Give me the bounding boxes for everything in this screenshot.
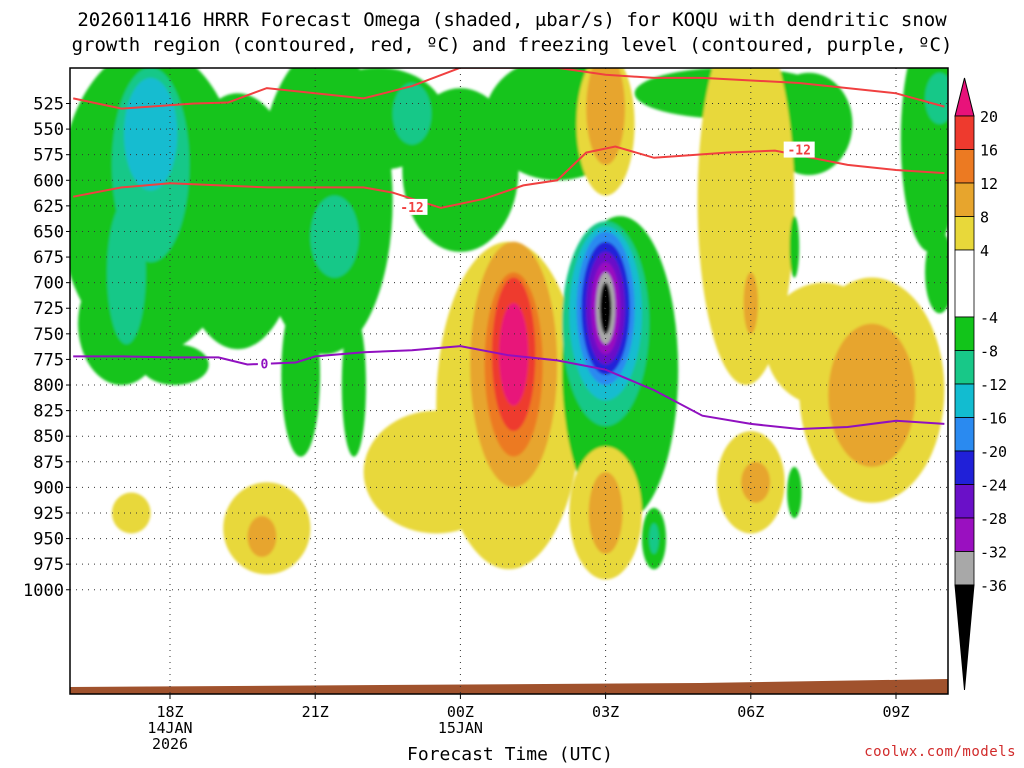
colorbar-label: -28 (980, 510, 1007, 528)
y-tick-label: 600 (33, 171, 64, 191)
colorbar-label: -16 (980, 410, 1007, 428)
omega-shade-region (124, 77, 178, 191)
colorbar-bin (954, 350, 975, 385)
axes: 525 550 575 600 625 650 675 700 725 750 775 800 825 8… (23, 67, 949, 753)
colorbar-label: -32 (980, 544, 1007, 562)
x-axis-label: Forecast Time (UTC) (407, 744, 613, 765)
chart-title-line-1: 2026011416 HRRR Forecast Omega (shaded, … (77, 9, 947, 31)
y-tick-label: 750 (33, 325, 64, 345)
colorbar-bin (954, 115, 975, 150)
omega-shade-region (697, 68, 795, 385)
colorbar-label: -4 (980, 309, 998, 327)
y-tick-label: 625 (33, 197, 64, 217)
dendritic-growth-label: -12 (400, 201, 423, 216)
y-tick-label: 825 (33, 402, 64, 422)
omega-shade-region (741, 461, 771, 503)
y-tick-label: 975 (33, 555, 64, 575)
omega-shade-region (140, 344, 209, 386)
freezing-level-label-bg (257, 355, 271, 372)
omega-shade-region (789, 216, 800, 278)
colorbar-bin (954, 182, 975, 217)
y-tick-label: 875 (33, 453, 64, 473)
colorbar-bin (954, 77, 975, 117)
dendritic-growth-contour (72, 68, 945, 110)
plot-frame (69, 67, 949, 695)
colorbar-label: -24 (980, 477, 1007, 495)
x-tick-label: 03Z (592, 703, 619, 721)
colorbar-label: 12 (980, 175, 998, 193)
x-tick-label: 21Z (302, 703, 329, 721)
dendritic-growth-label-bg (396, 198, 428, 215)
omega-shade-region (111, 492, 151, 534)
omega-shade-region (499, 303, 529, 406)
dendritic-growth-label-bg (783, 141, 815, 158)
colorbar-bin (954, 149, 975, 184)
colorbar-bin (954, 450, 975, 485)
omega-shade-region (743, 272, 759, 334)
omega-shade-region (247, 516, 277, 557)
surface-terrain (70, 679, 948, 694)
colorbar-bin (954, 551, 975, 586)
omega-shade-region (828, 323, 916, 467)
colorbar-bin (954, 484, 975, 519)
omega-shade-region (925, 72, 948, 124)
x-tick-label: 06Z (737, 703, 764, 721)
y-tick-label: 650 (33, 222, 64, 242)
dendritic-growth-label: -12 (787, 144, 810, 159)
y-tick-label: 700 (33, 274, 64, 294)
freezing-level-label: 0 (260, 358, 268, 373)
omega-shade-region (392, 83, 432, 145)
chart-title-line-2: growth region (contoured, red, ºC) and f… (71, 34, 953, 56)
y-tick-label: 575 (33, 146, 64, 166)
x-tick-label: 09Z (882, 703, 909, 721)
y-tick-label: 775 (33, 350, 64, 370)
x-tick-date-label: 2026 (152, 735, 188, 753)
x-tick-date-label: 14JAN (147, 719, 192, 737)
omega-shade-region (900, 68, 948, 252)
y-tick-label: 850 (33, 427, 64, 447)
colorbar-label: -20 (980, 443, 1007, 461)
chart-title: 2026011416 HRRR Forecast Omega (shaded, … (0, 8, 1024, 58)
y-tick-label: 725 (33, 299, 64, 319)
colorbar-bin (954, 316, 975, 351)
colorbar-bin (954, 216, 975, 251)
y-tick-label: 525 (33, 95, 64, 115)
colorbar-label: -8 (980, 343, 998, 361)
colorbar-label: 8 (980, 209, 989, 227)
omega-shade-region (787, 466, 802, 519)
colorbar-bin (954, 249, 975, 318)
colorbar-label: 16 (980, 142, 998, 160)
y-tick-label: 925 (33, 504, 64, 524)
y-tick-label: 675 (33, 248, 64, 268)
site-watermark: coolwx.com/models (864, 744, 1016, 760)
y-tick-label: 900 (33, 478, 64, 498)
y-tick-label: 800 (33, 376, 64, 396)
omega-shade-region (107, 200, 146, 345)
freezing-level-contour (73, 345, 945, 431)
colorbar-label: 20 (980, 108, 998, 126)
omega-shading-layers (70, 68, 948, 580)
contour-lines: -12 -12 0 (72, 68, 945, 431)
omega-shade-region (341, 313, 367, 457)
y-tick-label: 1000 (23, 581, 64, 601)
colorbar-bin (954, 517, 975, 552)
y-tick-label: 950 (33, 530, 64, 550)
omega-shade-region (649, 523, 659, 554)
x-tick-label: 00Z (447, 703, 474, 721)
grid-lines (70, 68, 948, 694)
y-tick-label: 550 (33, 120, 64, 140)
colorbar-bin (954, 584, 975, 691)
omega-shade-region (281, 292, 321, 457)
colorbar: 20 16 12 8 4 -4 -8 -12 -16 -20 -24 -28 -32 -36 (954, 77, 1007, 691)
colorbar-label: -36 (980, 577, 1007, 595)
colorbar-bin (954, 383, 975, 418)
omega-shade-region (925, 231, 948, 314)
x-tick-date-label: 15JAN (438, 719, 483, 737)
colorbar-label: -12 (980, 376, 1007, 394)
omega-shade-region (310, 195, 359, 278)
colorbar-bin (954, 417, 975, 452)
x-tick-label: 18Z (156, 703, 183, 721)
colorbar-label: 4 (980, 242, 989, 260)
